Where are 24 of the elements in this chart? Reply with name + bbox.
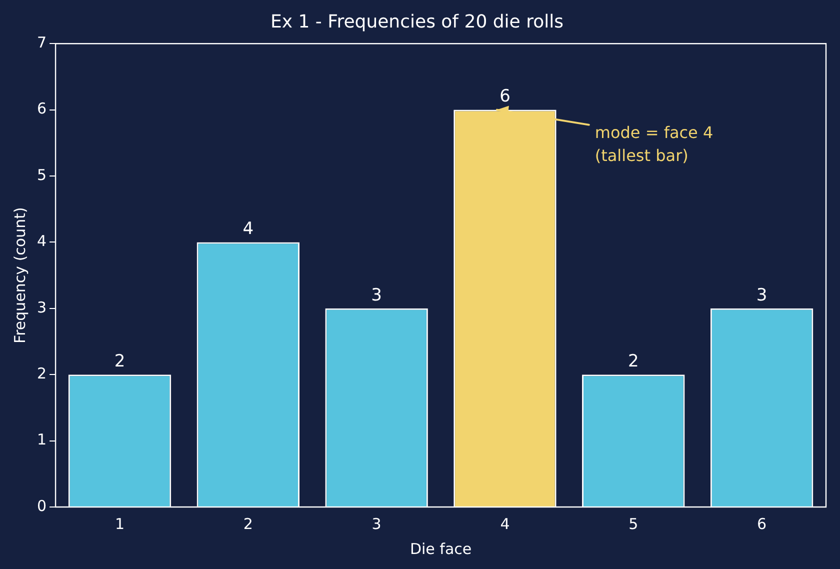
data-label: 6 xyxy=(500,86,510,107)
data-label: 2 xyxy=(628,352,639,372)
y-tick-label: 3 xyxy=(36,298,47,316)
y-tick-label: 1 xyxy=(36,430,47,449)
y-tick-label: 7 xyxy=(36,33,47,52)
y-axis-title: Frequency (count) xyxy=(10,207,29,344)
x-axis-title: Die face xyxy=(410,540,472,558)
data-label: 3 xyxy=(371,285,382,306)
x-tick-label: 4 xyxy=(500,514,510,533)
y-tick-label: 6 xyxy=(36,100,47,118)
y-tick-label: 5 xyxy=(36,166,47,184)
data-label: 2 xyxy=(114,352,126,372)
x-tick-label: 6 xyxy=(757,514,767,533)
chart-title: Ex 1 - Frequencies of 20 die rolls xyxy=(270,11,564,32)
data-label: 3 xyxy=(756,285,768,306)
y-tick-label: 4 xyxy=(36,232,47,250)
y-tick-label: 2 xyxy=(36,364,47,382)
x-tick-label: 5 xyxy=(628,514,638,533)
annotation: mode = face 4 (tallest bar) xyxy=(594,122,714,165)
data-label: 4 xyxy=(242,219,254,240)
x-tick-label: 3 xyxy=(372,514,382,533)
x-tick-label: 1 xyxy=(114,514,125,533)
y-tick-label: 0 xyxy=(36,496,47,515)
x-tick-label: 2 xyxy=(243,514,253,533)
